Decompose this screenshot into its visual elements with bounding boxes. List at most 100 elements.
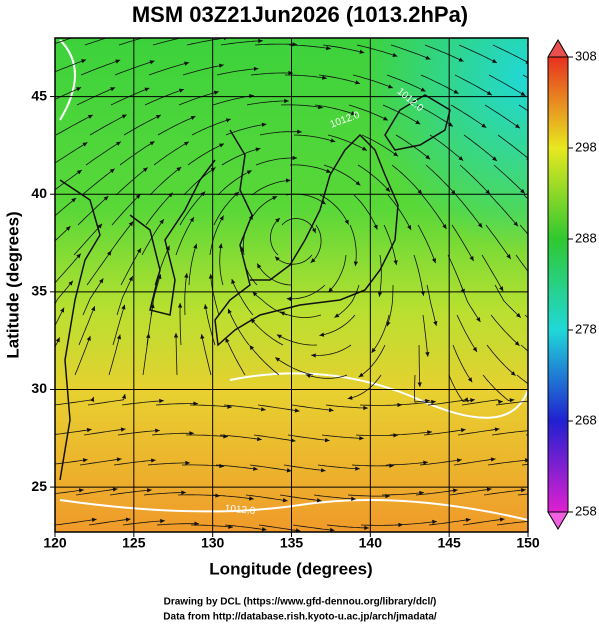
stream-arrow [78, 488, 84, 493]
streamline [187, 143, 225, 166]
streamline [519, 224, 528, 235]
streamline [242, 214, 254, 256]
stream-arrow [250, 318, 256, 324]
y-tick-label: 30 [31, 380, 47, 396]
streamline [280, 104, 323, 109]
streamline [463, 134, 498, 162]
streamline [255, 157, 298, 166]
x-tick-label: 135 [280, 535, 304, 551]
stream-arrow [227, 308, 232, 314]
streamline [55, 518, 97, 526]
streamline [390, 44, 431, 60]
stream-arrow [86, 31, 91, 35]
streamline [85, 141, 122, 166]
streamline [188, 243, 197, 286]
stream-arrow [506, 254, 511, 259]
stream-arrow [407, 224, 412, 230]
stream-arrow [481, 123, 487, 128]
stream-arrow [97, 223, 103, 229]
streamline [319, 194, 349, 225]
stream-arrow [249, 496, 254, 501]
stream-arrow [510, 371, 516, 376]
stream-arrow [316, 498, 322, 503]
streamline [225, 337, 246, 376]
streamline [386, 74, 426, 92]
streamline [358, 344, 386, 378]
x-tick-label: 140 [359, 535, 383, 551]
streamline [457, 428, 500, 436]
streamline [482, 374, 515, 401]
streamline [109, 489, 152, 496]
streamline [108, 334, 121, 376]
streamline [495, 400, 528, 406]
streamline [254, 43, 298, 46]
streamline [415, 489, 458, 496]
streamline [283, 464, 326, 472]
streamline [107, 221, 134, 256]
stream-arrow [116, 334, 122, 340]
stream-arrow [451, 189, 456, 195]
streamline [259, 131, 302, 136]
streamline [322, 44, 365, 54]
streamline [286, 284, 326, 300]
stream-arrow [353, 261, 359, 267]
stream-arrow [288, 70, 293, 76]
stream-arrow [543, 252, 548, 257]
streamline [118, 38, 144, 46]
streamline [116, 275, 134, 316]
stream-arrow [136, 248, 142, 254]
streamline [219, 243, 224, 286]
streamline [220, 40, 263, 46]
streamline [117, 430, 160, 436]
streamline [317, 464, 360, 470]
stream-arrow [146, 488, 152, 493]
streamline [221, 148, 261, 166]
streamline [305, 374, 348, 379]
streamline [55, 429, 92, 435]
stream-arrow [529, 428, 534, 432]
stream-arrow [248, 215, 254, 220]
y-tick-label: 35 [31, 283, 47, 299]
stream-arrow [452, 488, 458, 493]
stream-arrow [154, 32, 159, 36]
streamline [186, 434, 228, 438]
streamline [496, 520, 528, 526]
streamline [325, 404, 368, 409]
stream-arrow [76, 253, 81, 259]
stream-arrow [490, 457, 496, 462]
credit: Drawing by DCL (https://www.gfd-dennou.o… [164, 597, 437, 608]
stream-arrow [470, 398, 475, 403]
streamline [241, 246, 258, 286]
streamline [323, 164, 361, 186]
streamline [518, 104, 528, 112]
streamline [151, 432, 194, 436]
stream-arrow [514, 341, 520, 346]
x-axis-label: Longitude (degrees) [209, 559, 372, 578]
stream-arrow [516, 312, 521, 318]
stream-arrow [344, 219, 349, 225]
stream-arrow [115, 59, 121, 64]
streamline [319, 314, 356, 336]
stream-arrow [150, 303, 155, 309]
stream-arrow [252, 291, 258, 297]
stream-arrow [433, 321, 438, 326]
streamline [55, 253, 82, 284]
stream-arrow [322, 75, 327, 80]
stream-arrow [432, 519, 437, 525]
x-tick-label: 145 [437, 535, 461, 551]
stream-arrow [373, 224, 378, 230]
stream-arrow [275, 357, 281, 362]
stream-arrow [320, 468, 326, 473]
streamline [515, 254, 528, 273]
stream-arrow [249, 345, 255, 351]
streamline [414, 374, 430, 403]
stream-arrow [387, 84, 393, 89]
streamline [531, 523, 573, 525]
stream-arrow [330, 138, 336, 143]
streamline [393, 401, 436, 406]
streamline [210, 273, 220, 316]
streamline [78, 305, 96, 346]
streamline [250, 318, 284, 346]
stream-arrow [364, 525, 369, 531]
streamline [490, 314, 520, 347]
